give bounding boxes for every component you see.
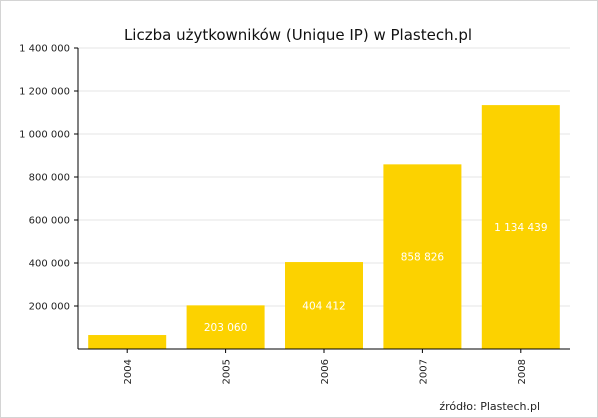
x-tick-label: 2006 bbox=[320, 359, 331, 384]
value-label: 1 134 439 bbox=[494, 222, 547, 234]
y-tick-label: 1 000 000 bbox=[19, 130, 70, 141]
x-tick-label: 2008 bbox=[517, 359, 528, 384]
bar-2004 bbox=[88, 335, 167, 349]
x-tick-label: 2007 bbox=[418, 359, 429, 384]
x-axis-ticks: 2004 2005 2006 2007 2008 bbox=[123, 349, 528, 384]
y-tick-label: 600 000 bbox=[29, 216, 70, 227]
y-tick-label: 1 200 000 bbox=[19, 87, 70, 98]
y-tick-label: 800 000 bbox=[29, 173, 70, 184]
x-tick-label: 2005 bbox=[222, 359, 233, 384]
bar-2006 bbox=[285, 262, 363, 349]
bars bbox=[88, 105, 560, 349]
chart-title: Liczba użytkowników (Unique IP) w Plaste… bbox=[124, 26, 472, 44]
y-tick-label: 200 000 bbox=[29, 302, 70, 313]
y-tick-label: 400 000 bbox=[29, 259, 70, 270]
bar-2007 bbox=[383, 164, 462, 349]
value-labels: 203 060 404 412 858 826 1 134 439 bbox=[204, 222, 548, 334]
bar-2008 bbox=[481, 105, 560, 349]
value-label: 404 412 bbox=[302, 301, 345, 313]
value-label: 858 826 bbox=[401, 252, 445, 264]
source-note: źródło: Plastech.pl bbox=[439, 400, 540, 413]
y-tick-label: 1 400 000 bbox=[19, 44, 70, 55]
bar-2005 bbox=[186, 305, 265, 349]
x-tick-label: 2004 bbox=[123, 359, 134, 384]
y-axis-ticks: 200 000 400 000 600 000 800 000 1 000 000 1 2… bbox=[19, 44, 78, 313]
value-label: 203 060 bbox=[204, 322, 247, 334]
